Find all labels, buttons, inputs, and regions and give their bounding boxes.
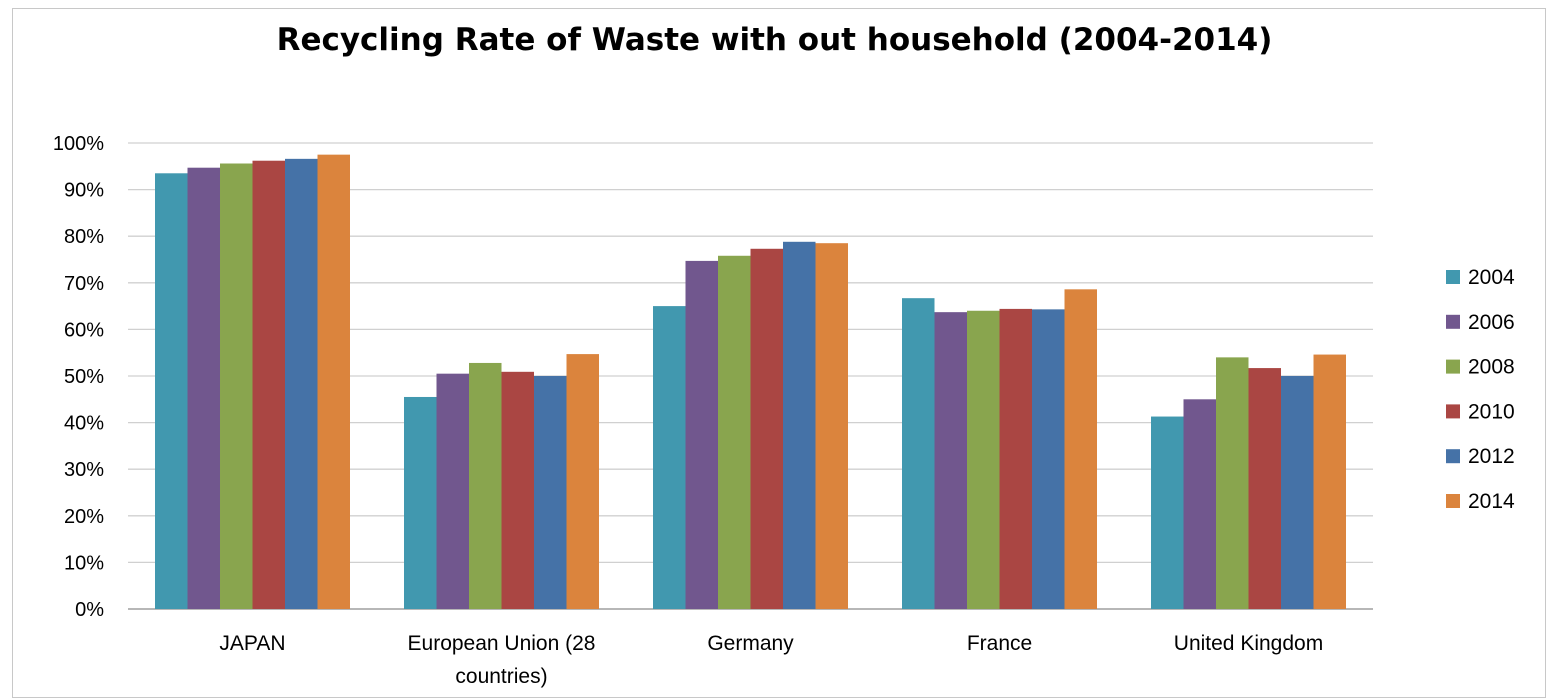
bar-2006-4 bbox=[1183, 399, 1216, 609]
legend-label-2014: 2014 bbox=[1468, 490, 1515, 513]
bar-2006-0 bbox=[187, 167, 220, 609]
bar-2012-0 bbox=[285, 158, 318, 609]
y-tick-label: 0% bbox=[75, 599, 104, 621]
bar-2008-1 bbox=[469, 362, 502, 609]
y-tick-label: 80% bbox=[64, 226, 104, 248]
bar-2012-4 bbox=[1281, 376, 1314, 609]
legend-label-2008: 2008 bbox=[1468, 356, 1515, 379]
x-axis-labels: JAPAN European Union (28 countries) Germany… bbox=[219, 632, 1323, 688]
x-category-label: United Kingdom bbox=[1174, 632, 1323, 655]
y-tick-label: 100% bbox=[53, 133, 104, 155]
legend-swatch-2004 bbox=[1446, 270, 1460, 284]
bar-2010-4 bbox=[1248, 368, 1281, 609]
bar-2010-1 bbox=[501, 371, 534, 609]
bar-2010-3 bbox=[999, 308, 1032, 609]
bar-2008-3 bbox=[967, 310, 1000, 609]
y-tick-label: 20% bbox=[64, 506, 104, 528]
legend-label-2010: 2010 bbox=[1468, 400, 1515, 423]
y-tick-label: 30% bbox=[64, 459, 104, 481]
bar-2012-1 bbox=[534, 376, 567, 609]
bar-2008-0 bbox=[220, 163, 253, 609]
legend-label-2004: 2004 bbox=[1468, 266, 1515, 289]
bar-2010-2 bbox=[750, 248, 783, 610]
bar-2010-0 bbox=[252, 160, 285, 609]
bar-2014-1 bbox=[566, 354, 599, 609]
x-category-label: countries) bbox=[455, 665, 547, 688]
y-tick-label: 50% bbox=[64, 366, 104, 388]
bar-2014-3 bbox=[1064, 289, 1097, 609]
x-category-label: Germany bbox=[707, 632, 794, 655]
y-tick-label: 10% bbox=[64, 552, 104, 574]
legend-swatch-2012 bbox=[1446, 449, 1460, 464]
bar-2008-2 bbox=[718, 255, 751, 609]
x-category-label: France bbox=[967, 632, 1032, 655]
legend: 2004 2006 2008 2010 2012 2014 bbox=[1446, 266, 1515, 513]
bar-2004-3 bbox=[902, 298, 935, 609]
bar-2008-4 bbox=[1216, 357, 1249, 609]
bar-2006-3 bbox=[934, 312, 967, 609]
legend-label-2006: 2006 bbox=[1468, 311, 1515, 334]
legend-swatch-2010 bbox=[1446, 404, 1460, 419]
bar-2004-2 bbox=[653, 306, 686, 609]
bars bbox=[155, 154, 1346, 610]
y-tick-label: 70% bbox=[64, 273, 104, 295]
bar-2006-2 bbox=[685, 260, 718, 609]
bar-2012-2 bbox=[783, 241, 816, 610]
bar-2004-1 bbox=[404, 396, 437, 609]
chart-title: Recycling Rate of Waste with out househo… bbox=[276, 22, 1273, 58]
bar-2004-0 bbox=[155, 173, 188, 610]
bar-2014-2 bbox=[815, 243, 848, 609]
legend-label-2012: 2012 bbox=[1468, 445, 1515, 468]
bar-2014-4 bbox=[1313, 354, 1346, 609]
y-tick-label: 60% bbox=[64, 319, 104, 341]
bar-2014-0 bbox=[317, 154, 350, 609]
x-category-label: JAPAN bbox=[219, 632, 285, 655]
legend-swatch-2008 bbox=[1446, 359, 1460, 374]
legend-swatch-2006 bbox=[1446, 314, 1460, 329]
x-category-label: European Union (28 bbox=[408, 632, 596, 655]
legend-swatch-2014 bbox=[1446, 494, 1460, 508]
bar-2004-4 bbox=[1151, 416, 1184, 609]
bar-2012-3 bbox=[1032, 309, 1065, 609]
y-tick-label: 90% bbox=[64, 180, 104, 202]
bar-2006-1 bbox=[436, 373, 469, 609]
y-tick-label: 40% bbox=[64, 413, 104, 435]
y-axis-ticks: 0% 10% 20% 30% 40% 50% 60% 70% 80% 90% 100% bbox=[53, 133, 104, 621]
